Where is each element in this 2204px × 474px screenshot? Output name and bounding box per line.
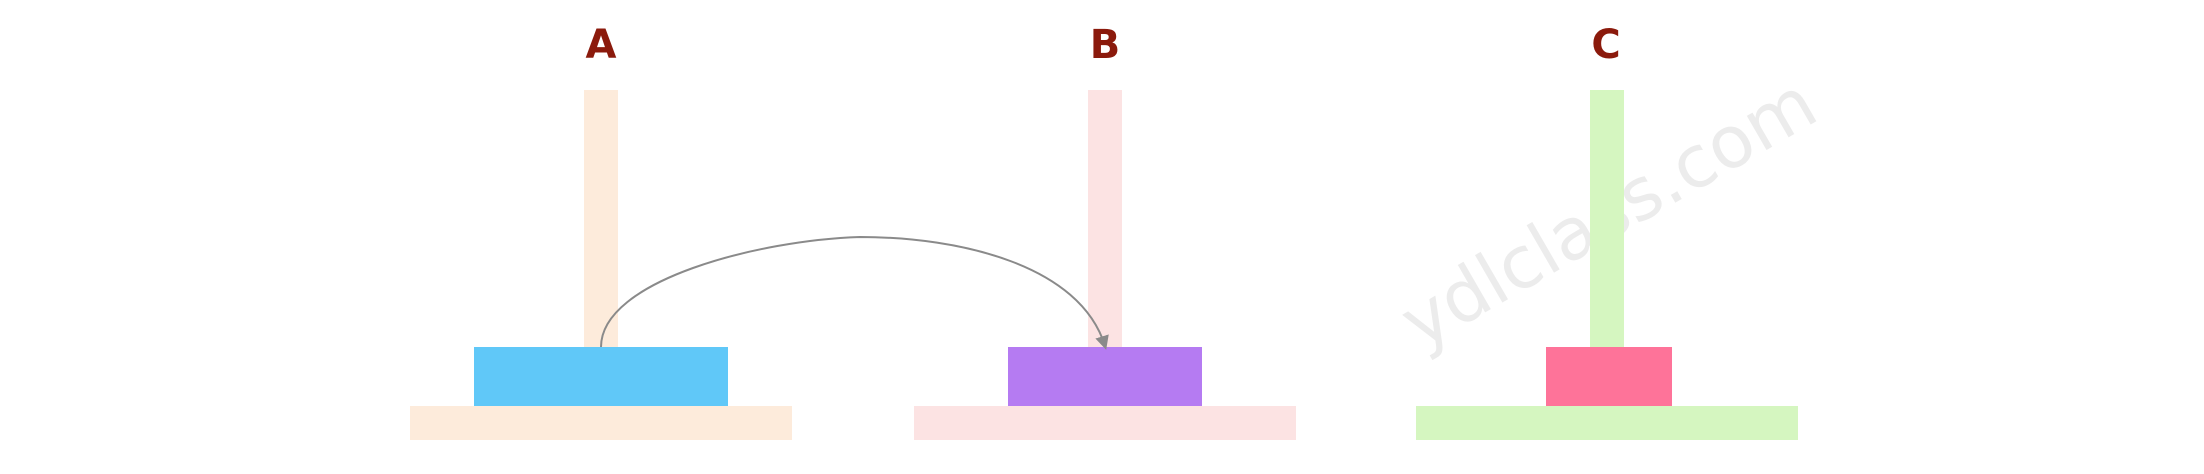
rod-a xyxy=(584,90,618,350)
rod-c xyxy=(1590,90,1624,350)
base-b xyxy=(914,406,1296,440)
peg-label-a: A xyxy=(586,22,617,68)
base-a xyxy=(410,406,792,440)
peg-c: C xyxy=(1416,22,1798,440)
move-arrow xyxy=(600,235,1109,350)
disk-a-1[interactable] xyxy=(474,347,728,406)
base-c xyxy=(1416,406,1798,440)
rod-b xyxy=(1088,90,1122,350)
peg-a: A xyxy=(410,22,792,440)
peg-b: B xyxy=(914,22,1296,440)
disk-c-1[interactable] xyxy=(1546,347,1672,406)
disk-b-1[interactable] xyxy=(1008,347,1202,406)
peg-label-c: C xyxy=(1591,22,1620,68)
peg-label-b: B xyxy=(1090,22,1121,68)
